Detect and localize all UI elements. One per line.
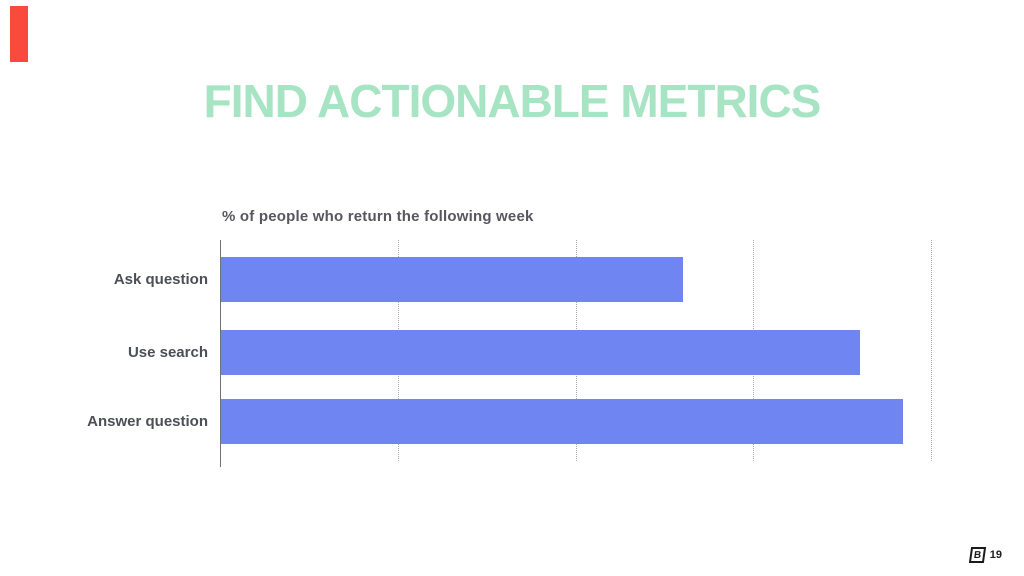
chart-title: % of people who return the following wee…: [222, 208, 534, 225]
bar: [221, 330, 860, 375]
category-label: Use search: [127, 344, 208, 361]
footer: B 19: [968, 547, 1002, 563]
page-number: 19: [989, 549, 1002, 561]
y-axis-line: [220, 240, 221, 467]
slide-title: FIND ACTIONABLE METRICS: [203, 75, 822, 127]
accent-bar: [10, 6, 28, 62]
bar: [221, 399, 903, 444]
brand-logo-icon: B: [968, 547, 986, 563]
gridline: [930, 240, 932, 461]
category-label: Ask question: [113, 271, 208, 288]
bar: [221, 257, 683, 302]
category-label: Answer question: [87, 413, 208, 430]
bar-chart: Ask question Use search Answer question: [0, 240, 1024, 470]
